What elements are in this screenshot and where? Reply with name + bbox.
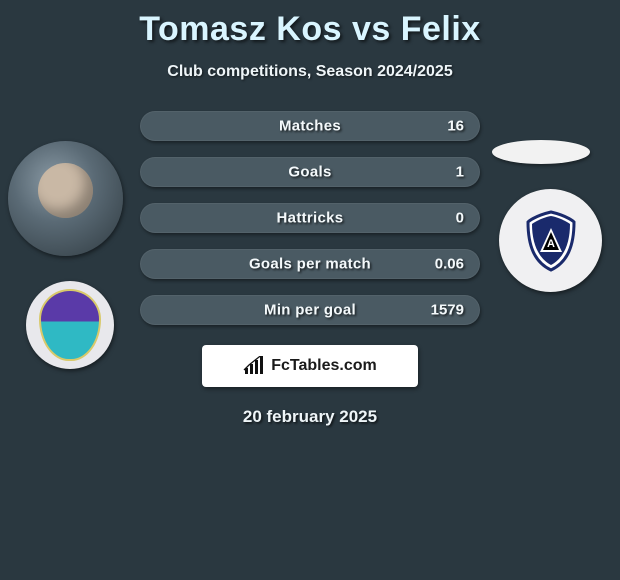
stat-bar-list: Matches 16 Goals 1 Hattricks 0 Goals per… [140, 111, 480, 325]
stat-label: Goals [140, 164, 480, 181]
stat-value: 0.06 [435, 256, 464, 273]
stat-label: Min per goal [140, 302, 480, 319]
stat-label: Goals per match [140, 256, 480, 273]
brand-text: FcTables.com [271, 357, 377, 375]
stat-bar-min-per-goal: Min per goal 1579 [140, 295, 480, 325]
brand-link[interactable]: FcTables.com [202, 345, 418, 387]
stat-bar-hattricks: Hattricks 0 [140, 203, 480, 233]
stat-bar-goals-per-match: Goals per match 0.06 [140, 249, 480, 279]
page-title: Tomasz Kos vs Felix [0, 0, 620, 49]
page-subtitle: Club competitions, Season 2024/2025 [0, 63, 620, 81]
stat-label: Matches [140, 118, 480, 135]
player-avatar-right-placeholder [492, 140, 590, 164]
stat-value: 0 [456, 210, 464, 227]
footer-date: 20 february 2025 [0, 407, 620, 427]
stat-bar-matches: Matches 16 [140, 111, 480, 141]
comparison-panel: A Matches 16 Goals 1 Hattricks 0 Goals p… [0, 111, 620, 427]
stat-bar-goals: Goals 1 [140, 157, 480, 187]
erzgebirge-aue-crest-icon [39, 289, 101, 361]
stat-value: 16 [447, 118, 464, 135]
svg-text:A: A [547, 238, 555, 250]
stat-value: 1 [456, 164, 464, 181]
stat-value: 1579 [431, 302, 464, 319]
stat-label: Hattricks [140, 210, 480, 227]
player-avatar-left [8, 141, 123, 256]
arminia-bielefeld-crest-icon: A [522, 210, 580, 272]
club-crest-left [26, 281, 114, 369]
chart-bars-icon [243, 356, 265, 376]
club-crest-right: A [499, 189, 602, 292]
